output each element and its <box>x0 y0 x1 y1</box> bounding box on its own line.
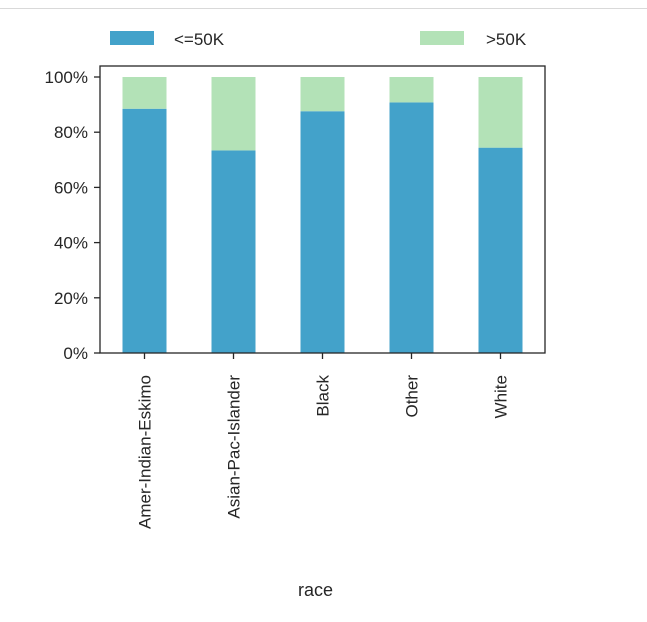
y-tick-label: 100% <box>45 68 88 87</box>
bar-le50k-0 <box>122 108 167 354</box>
x-tick-label: White <box>492 375 511 418</box>
x-axis: Amer-Indian-Eskimo Asian-Pac-Islander Blac… <box>136 353 511 529</box>
bars-group <box>122 77 523 354</box>
legend-swatch-le50k <box>110 31 154 45</box>
y-tick-label: 20% <box>54 289 88 308</box>
window-top-border <box>0 0 647 9</box>
legend: <=50K >50K <box>110 30 527 49</box>
legend-label-gt50k: >50K <box>486 30 527 49</box>
x-tick-label: Amer-Indian-Eskimo <box>136 375 155 529</box>
x-tick-label: Other <box>403 375 422 418</box>
legend-label-le50k: <=50K <box>174 30 225 49</box>
y-tick-label: 40% <box>54 234 88 253</box>
y-tick-label: 60% <box>54 178 88 197</box>
y-tick-label: 80% <box>54 123 88 142</box>
legend-swatch-gt50k <box>420 31 464 45</box>
bar-gt50k-4 <box>478 77 523 148</box>
bar-gt50k-0 <box>122 77 167 109</box>
bar-le50k-3 <box>389 102 434 353</box>
bar-le50k-1 <box>211 150 256 353</box>
x-tick-label: Black <box>314 375 333 417</box>
x-tick-label: Asian-Pac-Islander <box>225 375 244 519</box>
y-tick-label: 0% <box>63 344 88 363</box>
bar-le50k-4 <box>478 147 523 353</box>
bar-gt50k-2 <box>300 77 345 112</box>
y-axis: 0% 20% 40% 60% 80% 100% <box>45 68 100 363</box>
x-axis-title: race <box>298 580 333 600</box>
bar-gt50k-1 <box>211 77 256 151</box>
bar-le50k-2 <box>300 111 345 353</box>
bar-gt50k-3 <box>389 77 434 103</box>
